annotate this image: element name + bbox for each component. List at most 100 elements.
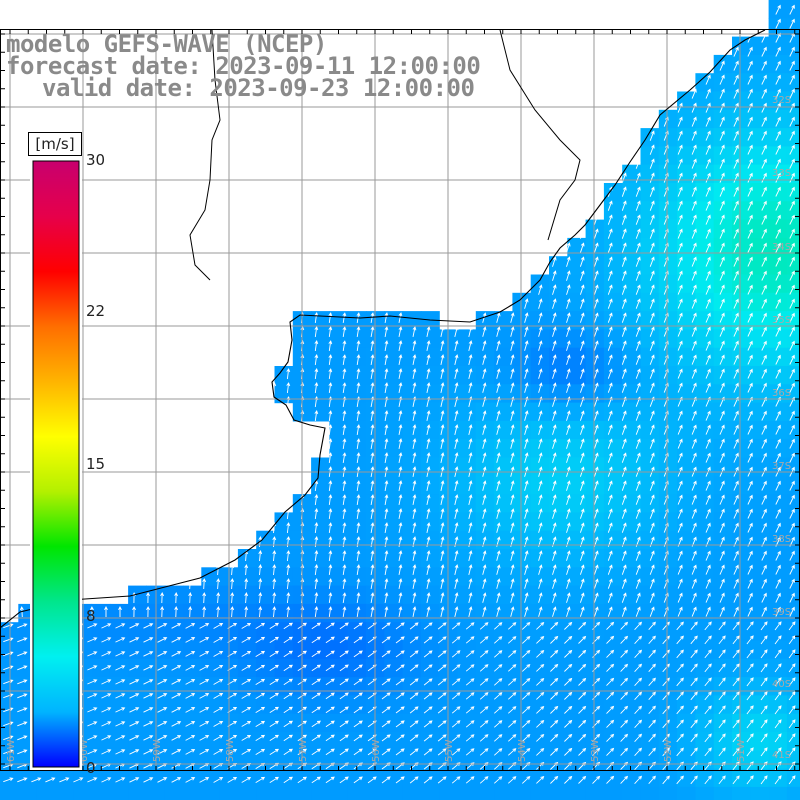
- wind-arrow: [538, 354, 543, 365]
- wind-cell: [402, 512, 422, 532]
- wind-cell: [622, 329, 642, 349]
- wind-cell: [622, 347, 642, 367]
- wind-arrow: [648, 733, 656, 742]
- wind-arrow: [398, 564, 403, 575]
- wind-arrow: [328, 326, 333, 337]
- wind-arrow: [732, 649, 740, 659]
- wind-arrow: [356, 354, 361, 365]
- wind-arrow: [241, 777, 252, 783]
- wind-cell: [384, 585, 404, 605]
- wind-arrow: [719, 340, 725, 351]
- wind-cell: [732, 640, 751, 660]
- wind-cell: [347, 677, 367, 696]
- wind-arrow: [496, 578, 501, 589]
- wind-cell: [713, 567, 733, 587]
- wind-arrow: [342, 340, 347, 351]
- wind-arrow: [732, 775, 740, 785]
- wind-arrow: [538, 438, 543, 449]
- wind-arrow: [496, 326, 501, 337]
- wind-cell: [549, 530, 568, 550]
- wind-arrow: [496, 508, 501, 519]
- wind-arrow: [328, 578, 333, 589]
- wind-cell: [420, 658, 440, 678]
- wind-cell: [201, 732, 221, 751]
- wind-cell: [640, 786, 660, 800]
- wind-cell: [750, 658, 770, 678]
- longitude-label: 61W: [6, 739, 17, 762]
- wind-arrow: [579, 284, 585, 295]
- wind-arrow: [479, 650, 489, 658]
- wind-arrow: [719, 522, 725, 533]
- wind-arrow: [384, 354, 389, 365]
- wind-arrow: [719, 116, 725, 127]
- wind-arrow: [747, 88, 753, 99]
- wind-arrow: [536, 691, 545, 700]
- wind-arrow: [566, 606, 571, 617]
- wind-cell: [768, 146, 788, 166]
- wind-cell: [603, 786, 623, 800]
- wind-cell: [530, 768, 550, 788]
- latitude-label: 34S: [772, 242, 791, 253]
- wind-cell: [420, 585, 440, 605]
- wind-cell: [183, 786, 202, 800]
- wind-cell: [384, 768, 404, 788]
- wind-arrow: [370, 368, 375, 379]
- wind-arrow: [87, 693, 98, 699]
- wind-arrow: [761, 354, 767, 365]
- wind-arrow: [733, 158, 739, 169]
- wind-cell: [347, 695, 367, 715]
- wind-cell: [512, 420, 532, 440]
- wind-arrow: [606, 677, 615, 686]
- wind-cell: [311, 494, 330, 513]
- wind-cell: [512, 567, 532, 587]
- wind-cell: [603, 530, 623, 550]
- wind-arrow: [398, 340, 403, 351]
- wind-arrow: [451, 692, 461, 700]
- wind-arrow: [437, 650, 447, 658]
- wind-arrow: [269, 692, 279, 699]
- coastline: [0, 29, 766, 629]
- wind-cell: [713, 183, 733, 202]
- wind-cell: [585, 347, 605, 367]
- colorbar-unit-label: [m/s]: [28, 132, 82, 156]
- wind-arrow: [733, 606, 739, 617]
- wind-arrow: [704, 635, 712, 645]
- wind-arrow: [437, 622, 447, 630]
- wind-arrow: [620, 621, 629, 630]
- wind-arrow: [634, 663, 643, 673]
- wind-arrow: [3, 777, 14, 783]
- wind-cell: [91, 732, 111, 751]
- wind-arrow: [384, 340, 389, 351]
- wind-arrow: [677, 480, 683, 491]
- wind-cell: [732, 677, 751, 696]
- wind-arrow: [789, 354, 795, 365]
- wind-cell: [549, 366, 568, 385]
- wind-arrow: [705, 214, 711, 225]
- wind-arrow: [676, 663, 684, 673]
- wind-arrow: [412, 592, 417, 603]
- wind-arrow: [510, 550, 515, 561]
- wind-cell: [549, 750, 568, 770]
- wind-arrow: [607, 382, 613, 393]
- wind-arrow: [579, 270, 585, 281]
- wind-arrow: [3, 721, 14, 727]
- wind-arrow: [789, 88, 795, 99]
- wind-cell: [750, 36, 770, 56]
- wind-arrow: [508, 636, 517, 644]
- wind-arrow: [412, 438, 417, 449]
- wind-arrow: [496, 340, 501, 351]
- wind-cell: [256, 567, 276, 587]
- wind-arrow: [17, 735, 28, 741]
- wind-arrow: [775, 214, 781, 225]
- wind-cell: [786, 567, 800, 587]
- wind-arrow: [521, 733, 531, 742]
- wind-arrow: [761, 564, 767, 575]
- wind-arrow: [356, 410, 361, 421]
- wind-arrow: [269, 678, 279, 685]
- wind-cell: [567, 494, 587, 513]
- wind-cell: [274, 732, 294, 751]
- wind-cell: [768, 494, 788, 513]
- wind-cell: [567, 567, 587, 587]
- wind-arrow: [747, 382, 753, 393]
- wind-cell: [713, 549, 733, 568]
